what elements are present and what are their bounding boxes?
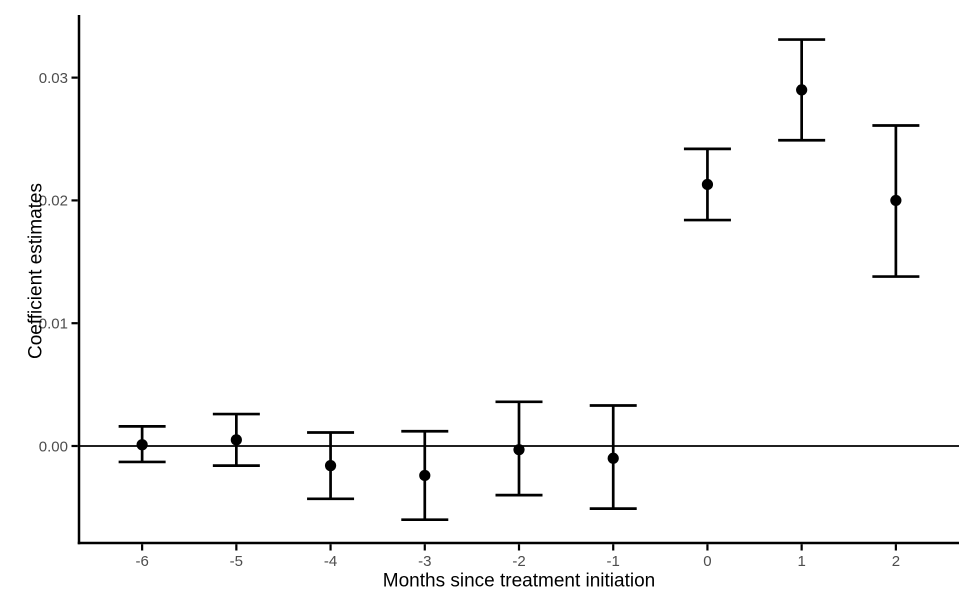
- y-axis-tick-label: 0.00: [39, 438, 68, 455]
- x-axis-tick-label: -4: [324, 553, 337, 570]
- x-axis-tick-label: -2: [512, 553, 525, 570]
- x-axis-title: Months since treatment initiation: [382, 570, 656, 592]
- x-axis-tick-label: -5: [230, 553, 243, 570]
- point-estimate: [890, 194, 902, 207]
- x-axis-tick-label: 1: [797, 553, 805, 570]
- x-axis-tick-label: 0: [703, 553, 711, 570]
- point-estimate: [136, 439, 148, 451]
- y-axis-tick-label: 0.02: [39, 193, 68, 210]
- point-estimate: [701, 178, 714, 191]
- x-axis-tick-label: 2: [892, 553, 900, 570]
- x-axis-tick-label: -1: [607, 553, 620, 570]
- x-axis-tick-label: -3: [418, 553, 431, 570]
- y-axis-tick-label: 0.01: [39, 316, 68, 333]
- y-axis-tick-label: 0.03: [39, 70, 68, 87]
- y-axis-title: Coefficient estimates: [25, 182, 47, 360]
- point-estimate: [513, 444, 525, 456]
- x-axis-tick-label: -6: [135, 553, 148, 570]
- point-estimate: [607, 452, 619, 464]
- point-estimate: [230, 434, 242, 446]
- point-estimate: [419, 469, 431, 482]
- point-estimate: [324, 460, 337, 472]
- point-estimate: [796, 84, 808, 96]
